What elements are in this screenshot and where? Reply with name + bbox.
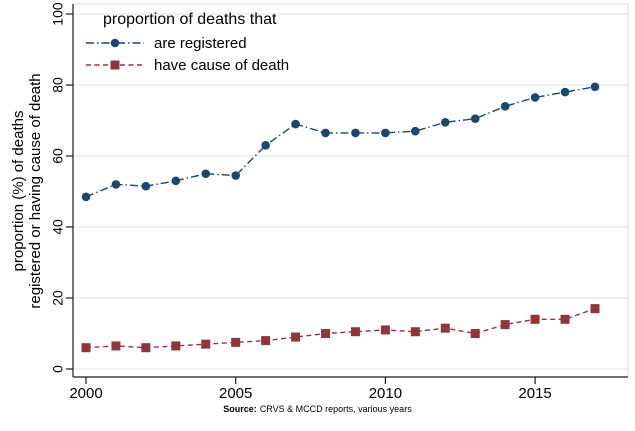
data-point-registered-2006	[261, 141, 270, 150]
data-point-registered-2008	[321, 128, 330, 138]
source-note: Source: CRVS & MCCD reports, various year…	[0, 404, 635, 414]
data-point-registered-2002	[141, 181, 151, 191]
series-line-cause-of-death	[85, 307, 596, 349]
data-point-cause-of-death-2000	[81, 343, 91, 353]
source-text: CRVS & MCCD reports, various years	[259, 404, 412, 414]
registered-line-marker-icon	[86, 38, 144, 48]
data-point-registered-2007	[291, 119, 300, 129]
data-point-cause-of-death-2008	[321, 329, 331, 338]
data-point-registered-2017	[590, 82, 600, 92]
y-tick-label-40: 40	[50, 219, 66, 235]
data-point-registered-2012	[440, 117, 450, 127]
x-tick-label-2010: 2010	[369, 385, 402, 402]
data-point-cause-of-death-2003	[171, 341, 181, 351]
y-tick-label-60: 60	[50, 148, 66, 164]
data-point-cause-of-death-2015	[530, 314, 540, 324]
data-point-cause-of-death-2012	[440, 323, 450, 333]
y-tick-label-100: 100	[50, 2, 66, 26]
x-tick-label-2000: 2000	[69, 385, 102, 402]
series-line-registered	[85, 86, 596, 198]
data-point-registered-2013	[470, 114, 480, 124]
legend: proportion of deaths that are registered…	[86, 11, 289, 76]
data-point-cause-of-death-2011	[410, 327, 420, 337]
y-axis-title-line1: proportion (%) of deaths	[10, 110, 27, 272]
y-axis-title-line2: registered or having cause of death	[27, 73, 44, 309]
data-point-registered-2003	[171, 176, 181, 186]
data-point-registered-2014	[500, 102, 510, 111]
legend-label-cause-of-death: have cause of death	[154, 56, 290, 74]
y-tick-label-20: 20	[50, 290, 66, 306]
data-point-registered-2010	[381, 128, 390, 138]
cause-of-death-line-marker-icon	[86, 60, 144, 70]
data-point-cause-of-death-2013	[470, 329, 480, 338]
y-tick-label-80: 80	[50, 77, 66, 93]
data-point-cause-of-death-2001	[111, 341, 121, 351]
data-point-cause-of-death-2009	[350, 327, 360, 337]
data-point-registered-2000	[81, 192, 91, 202]
data-point-cause-of-death-2006	[261, 336, 271, 346]
data-point-cause-of-death-2017	[590, 304, 600, 314]
x-tick-label-2005: 2005	[219, 385, 252, 402]
data-point-registered-2016	[560, 87, 570, 97]
y-tick-label-0: 0	[50, 365, 66, 373]
data-point-cause-of-death-2016	[560, 314, 570, 324]
data-point-cause-of-death-2005	[231, 337, 241, 347]
data-point-cause-of-death-2014	[500, 320, 510, 330]
legend-entry-cause-of-death: have cause of death	[86, 54, 289, 76]
y-axis-title: proportion (%) of deaths registered or h…	[10, 11, 44, 371]
data-point-registered-2009	[351, 128, 360, 138]
legend-entry-registered: are registered	[86, 32, 289, 54]
data-point-registered-2011	[411, 126, 420, 136]
x-tick-label-2015: 2015	[518, 385, 551, 402]
data-point-registered-2001	[111, 180, 121, 189]
data-point-cause-of-death-2007	[291, 332, 301, 342]
data-point-cause-of-death-2002	[141, 343, 151, 353]
data-point-registered-2015	[530, 93, 540, 102]
data-point-cause-of-death-2004	[201, 339, 211, 349]
data-point-registered-2005	[231, 171, 240, 180]
data-point-registered-2004	[201, 169, 211, 179]
legend-title: proportion of deaths that	[103, 11, 277, 28]
legend-label-registered: are registered	[154, 34, 247, 52]
data-point-cause-of-death-2010	[380, 325, 390, 335]
source-label: Source:	[223, 404, 257, 414]
